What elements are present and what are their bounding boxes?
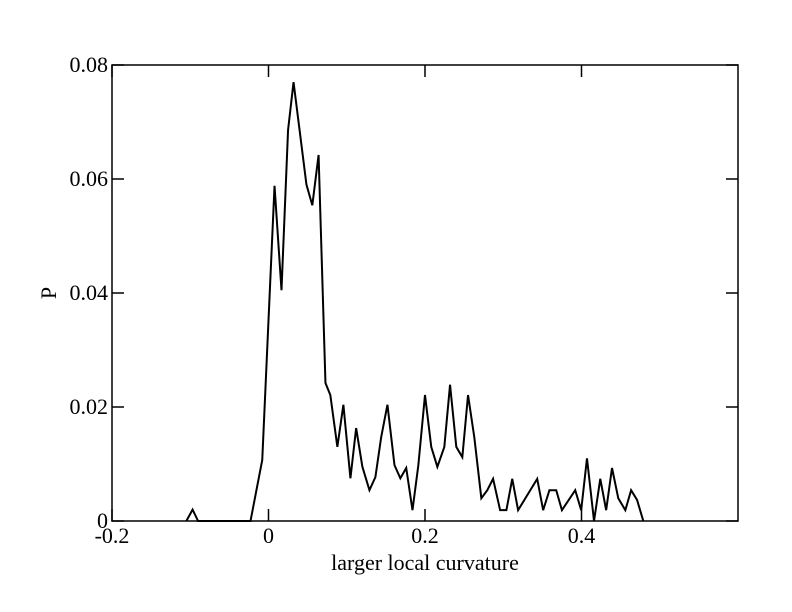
y-tick-label: 0.02 <box>70 394 109 419</box>
x-tick-label: 0 <box>263 523 274 548</box>
plot-frame <box>111 64 739 522</box>
x-tick-label: 0.4 <box>568 523 596 548</box>
data-line <box>185 81 645 522</box>
x-axis-label: larger local curvature <box>331 550 519 575</box>
y-tick-label: 0.08 <box>70 52 109 77</box>
y-axis-label: P <box>36 287 61 299</box>
y-tick-label: 0.04 <box>70 280 109 305</box>
y-tick-label: 0.06 <box>70 166 109 191</box>
x-tick-label: 0.2 <box>411 523 439 548</box>
y-tick-label: 0 <box>97 508 108 533</box>
x-tick-label: -0.2 <box>95 523 130 548</box>
